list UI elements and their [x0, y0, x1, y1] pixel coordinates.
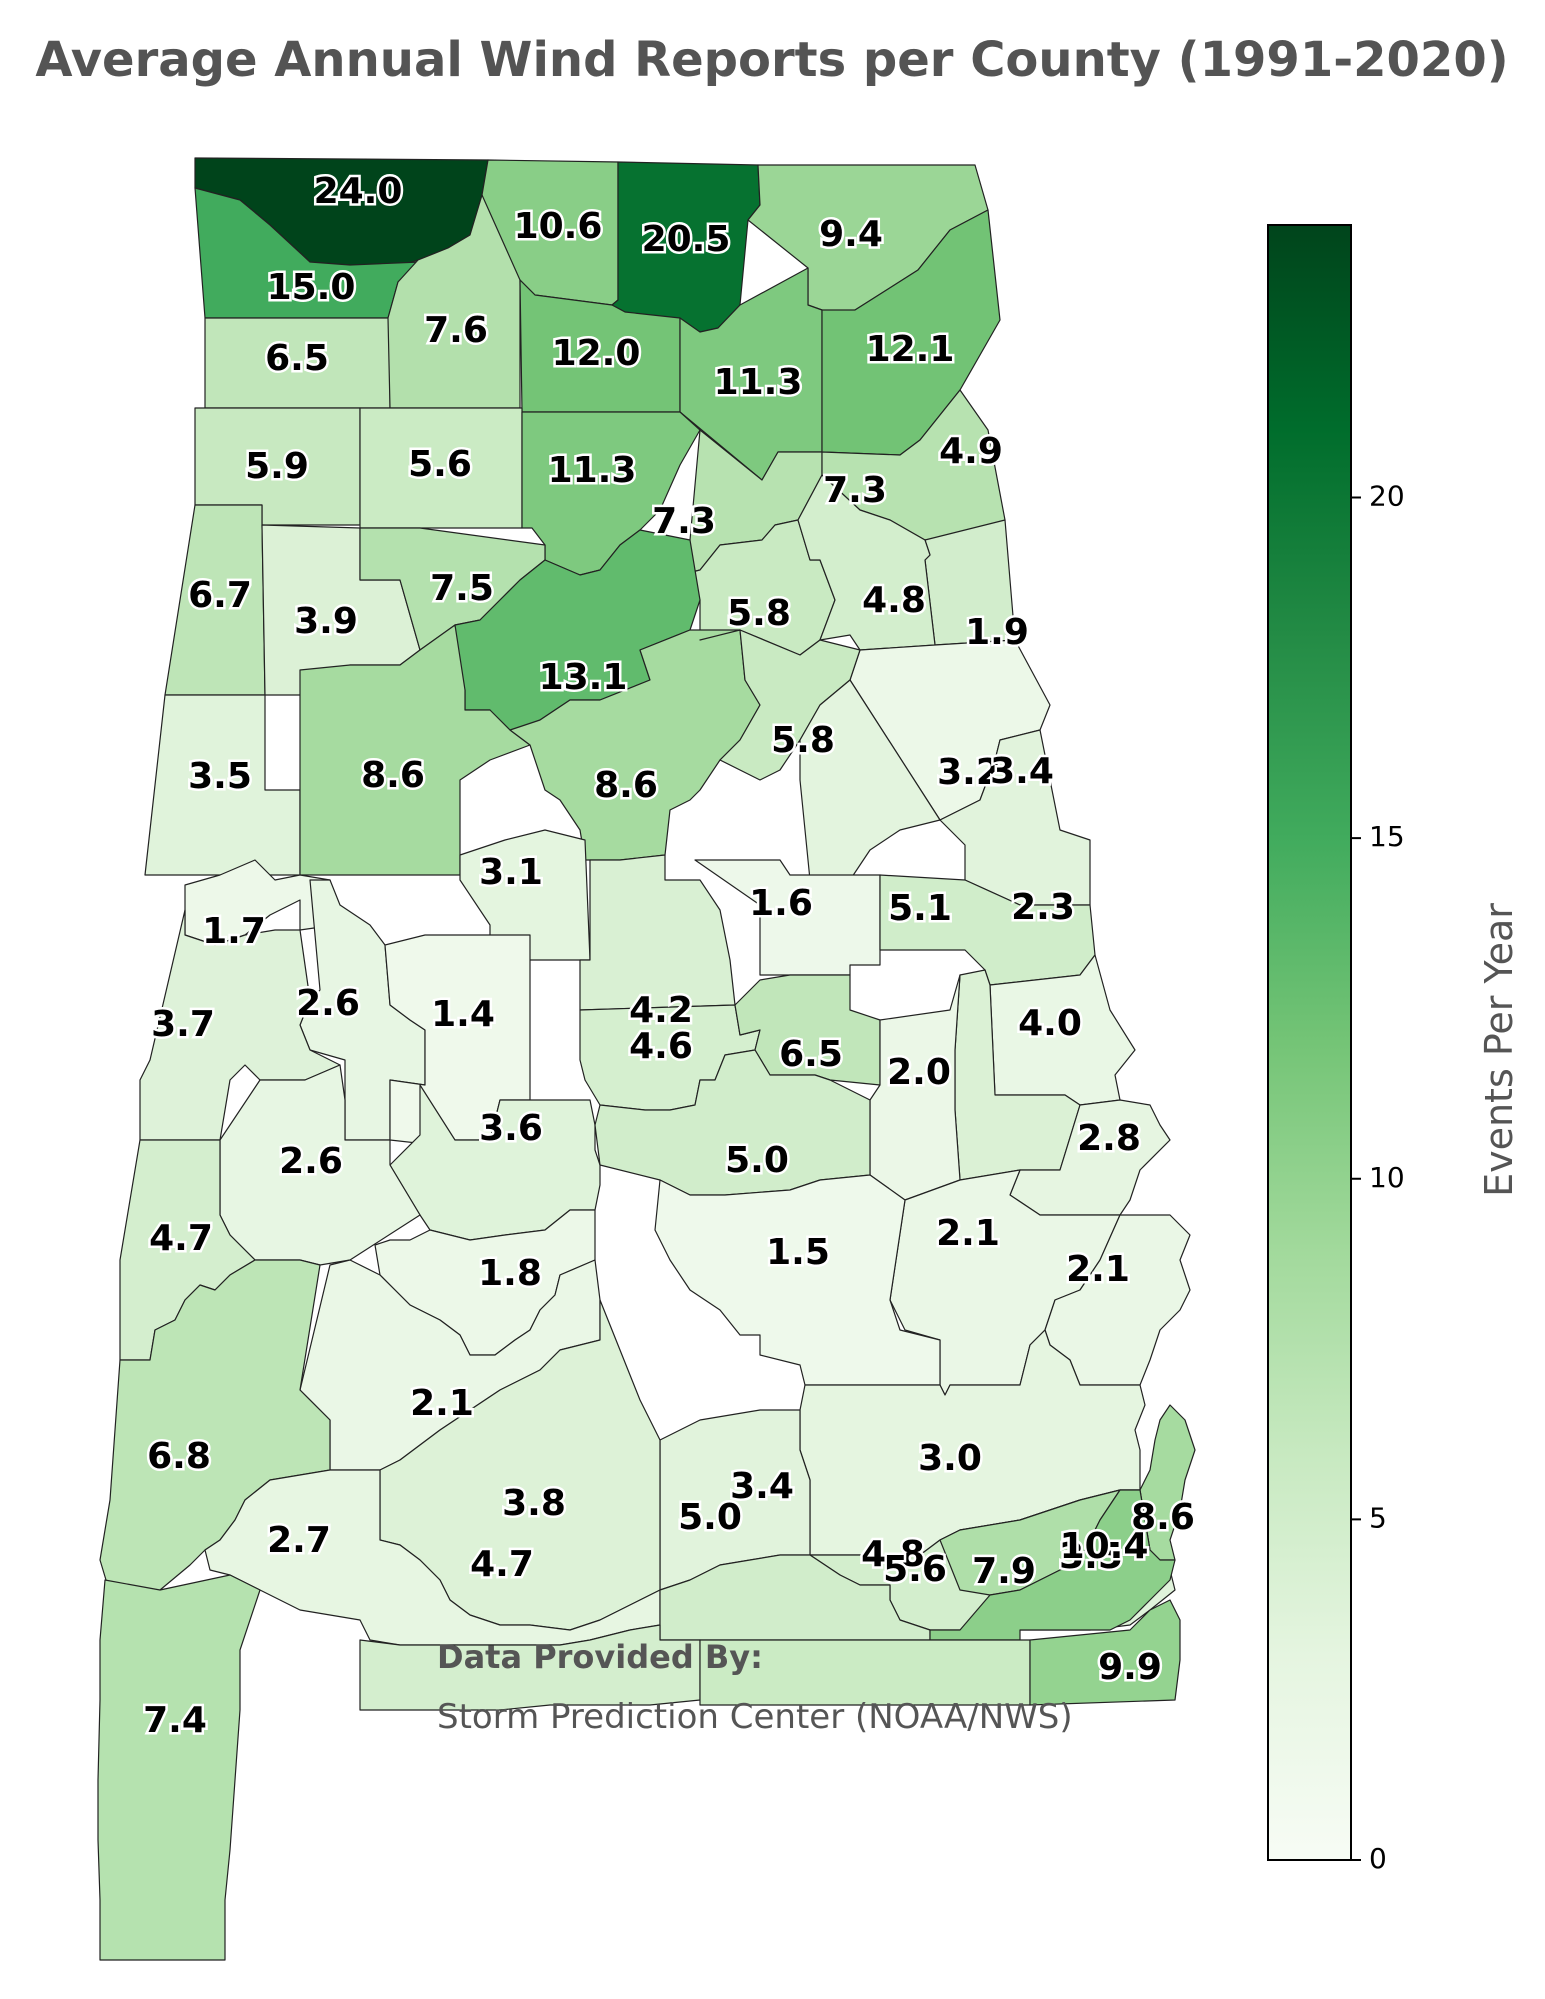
- county-polygon: [579, 854, 736, 1011]
- county-value-label: 8.6: [594, 765, 658, 806]
- county-value-label: 13.1: [539, 657, 628, 698]
- county-value-label: 8.6: [361, 755, 425, 796]
- county-value-label: 3.2: [937, 752, 1001, 793]
- source-heading: Data Provided By:: [437, 1638, 763, 1676]
- county-value-label: 5.8: [727, 593, 791, 634]
- county-value-label: 3.4: [730, 1466, 794, 1507]
- county-polygons: [97, 157, 1196, 1961]
- county-value-label: 5.8: [771, 720, 835, 761]
- county-polygon: [389, 1084, 601, 1241]
- county-value-label: 4.6: [629, 1026, 693, 1067]
- county-polygon: [1029, 1599, 1181, 1706]
- county-value-label: 4.2: [629, 990, 693, 1031]
- colorbar-gradient: [1267, 224, 1352, 1861]
- county-value-label: 2.1: [1066, 1249, 1130, 1290]
- county-value-label: 5.6: [883, 1549, 947, 1590]
- county-value-label: 3.7: [151, 1004, 215, 1045]
- county-polygon: [939, 729, 1091, 906]
- county-polygon: [799, 679, 941, 881]
- county-value-label: 1.6: [749, 883, 813, 924]
- county-value-label: 4.7: [470, 1544, 534, 1585]
- county-value-label: 9.4: [819, 214, 883, 255]
- county-polygon: [734, 974, 881, 1086]
- county-value-label: 7.4: [143, 1700, 207, 1741]
- county-value-label: 3.4: [990, 751, 1054, 792]
- county-value-label: 2.7: [267, 1520, 331, 1561]
- county-value-label: 5.0: [725, 1140, 789, 1181]
- county-value-label: 11.3: [548, 450, 637, 491]
- county-value-label: 5.9: [245, 446, 309, 487]
- county-polygon: [299, 624, 531, 876]
- county-value-label: 5.0: [678, 1497, 742, 1538]
- county-value-label: 2.3: [1011, 887, 1075, 928]
- county-value-label: 3.5: [1059, 1536, 1123, 1577]
- county-polygon: [694, 859, 881, 976]
- source-text: Storm Prediction Center (NOAA/NWS): [437, 1697, 1073, 1737]
- county-value-labels: 24.0 10.6 20.5 9.4 15.0 6.5 7.6 12.0 11.3 12.1 5.9…: [141, 169, 1198, 1744]
- county-value-label: 3.9: [294, 601, 358, 642]
- county-value-label: 5.1: [888, 888, 952, 929]
- colorbar-tick-label: 15: [1369, 820, 1405, 853]
- county-value-label: 8.6: [1131, 1497, 1195, 1538]
- county-value-label: 12.0: [552, 333, 641, 374]
- county-value-label: 6.8: [147, 1436, 211, 1477]
- county-value-label: 7.3: [652, 501, 716, 542]
- county-value-label: 1.5: [766, 1232, 830, 1273]
- county-value-label: 7.6: [424, 310, 488, 351]
- county-polygon: [699, 629, 861, 781]
- county-polygon: [97, 1574, 261, 1961]
- county-value-label: 24.0: [314, 171, 403, 212]
- county-value-label: 2.6: [279, 1141, 343, 1182]
- county-value-label: 7.3: [823, 470, 887, 511]
- county-value-label: 3.8: [502, 1483, 566, 1524]
- county-value-label: 5.6: [408, 444, 472, 485]
- county-value-label: 3.5: [188, 756, 252, 797]
- county-value-label: 20.5: [642, 219, 731, 260]
- county-value-label: 6.5: [779, 1034, 843, 1075]
- county-polygon: [204, 1469, 661, 1646]
- county-polygon: [509, 629, 761, 861]
- county-value-label: 4.8: [862, 580, 926, 621]
- county-value-label: 1.4: [431, 994, 495, 1035]
- county-value-label: 4.7: [149, 1218, 213, 1259]
- county-value-label: 2.8: [1077, 1118, 1141, 1159]
- county-value-label: 2.1: [936, 1213, 1000, 1254]
- colorbar-tick-label: 20: [1369, 480, 1405, 513]
- county-polygon: [359, 1624, 701, 1711]
- county-value-label: 11.3: [714, 362, 803, 403]
- county-value-label: 1.9: [965, 612, 1029, 653]
- colorbar-label: Events Per Year: [1477, 903, 1521, 1197]
- county-value-label: 2.0: [887, 1052, 951, 1093]
- county-value-label: 15.0: [267, 267, 356, 308]
- county-value-label: 7.9: [972, 1551, 1036, 1592]
- colorbar-tick-label: 5: [1369, 1501, 1387, 1534]
- map-title: Average Annual Wind Reports per County (…: [35, 32, 1508, 88]
- county-value-label: 10.4: [1060, 1526, 1149, 1567]
- county-value-label: 9.9: [1098, 1647, 1162, 1688]
- county-value-label: 4.9: [939, 431, 1003, 472]
- county-value-label: 6.5: [265, 338, 329, 379]
- county-value-label: 2.1: [410, 1383, 474, 1424]
- county-value-label: 4.8: [861, 1534, 925, 1575]
- colorbar: 0 5 10 15 20 Events Per Year: [1267, 224, 1521, 1875]
- county-value-label: 3.0: [918, 1438, 982, 1479]
- county-value-label: 3.1: [479, 852, 543, 893]
- colorbar-tick-label: 0: [1369, 1842, 1387, 1875]
- county-value-label: 6.7: [188, 575, 252, 616]
- colorbar-ticks: 0 5 10 15 20: [1351, 480, 1405, 1875]
- county-value-label: 2.6: [296, 983, 360, 1024]
- county-value-label: 4.0: [1018, 1003, 1082, 1044]
- county-polygon: [929, 1489, 1176, 1641]
- county-value-label: 1.7: [202, 911, 266, 952]
- colorbar-tick-label: 10: [1369, 1161, 1405, 1194]
- county-value-label: 12.1: [866, 329, 955, 370]
- county-value-label: 3.6: [479, 1108, 543, 1149]
- county-value-label: 7.5: [430, 568, 494, 609]
- county-value-label: 10.6: [514, 206, 603, 247]
- county-value-label: 1.8: [478, 1253, 542, 1294]
